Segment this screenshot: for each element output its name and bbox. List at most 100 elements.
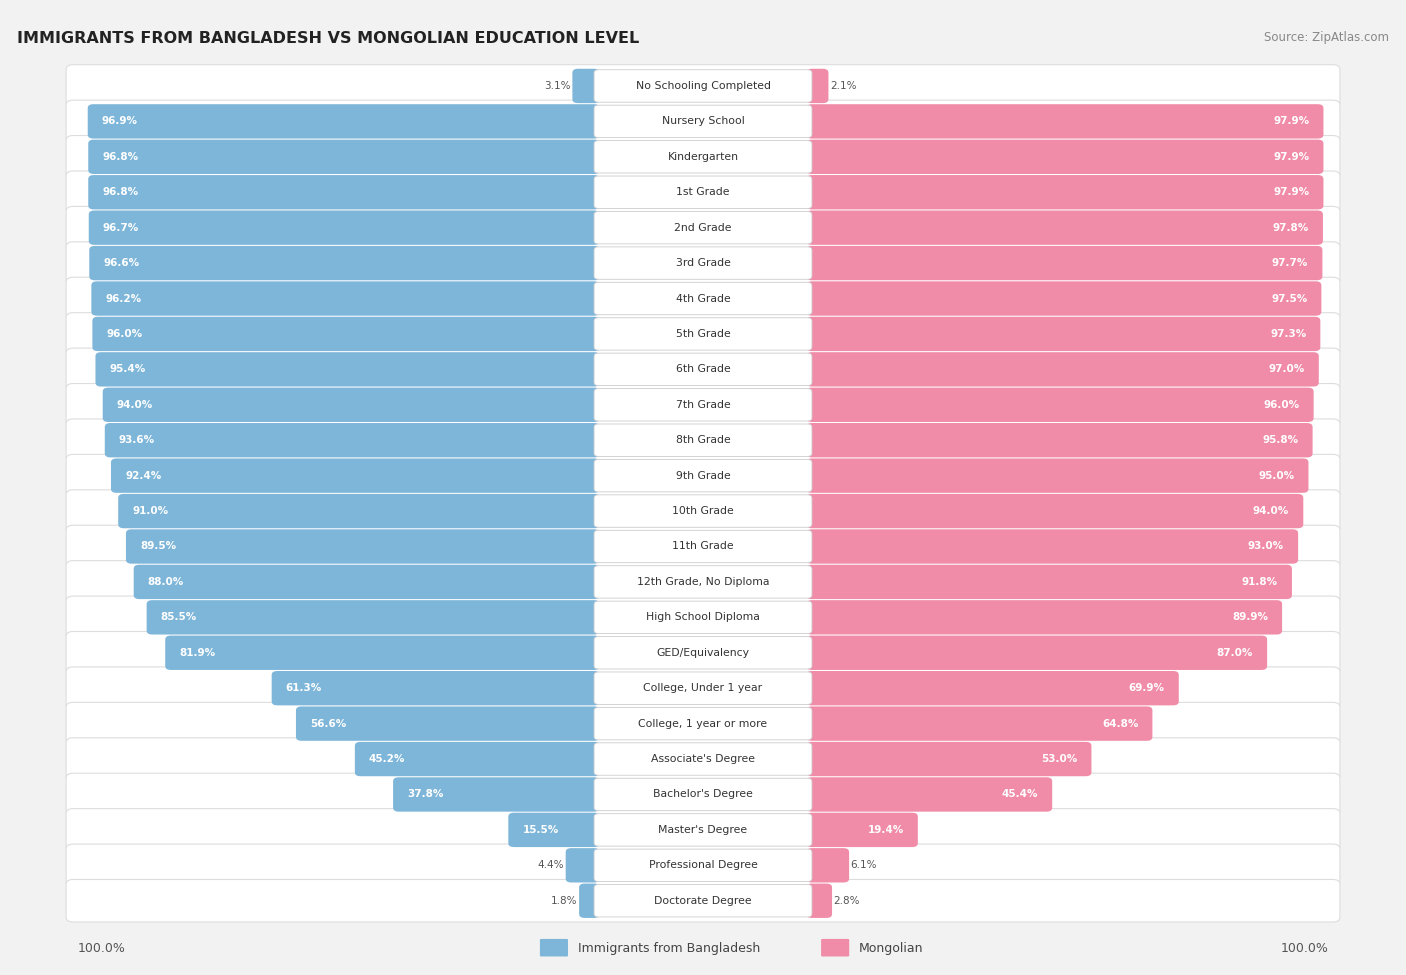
FancyBboxPatch shape [540, 939, 568, 956]
Text: 45.2%: 45.2% [368, 754, 405, 764]
FancyBboxPatch shape [91, 282, 599, 316]
Text: Mongolian: Mongolian [859, 942, 924, 956]
FancyBboxPatch shape [66, 808, 1340, 851]
FancyBboxPatch shape [593, 212, 813, 244]
FancyBboxPatch shape [87, 104, 599, 138]
FancyBboxPatch shape [807, 494, 1303, 528]
FancyBboxPatch shape [807, 211, 1323, 245]
FancyBboxPatch shape [89, 211, 599, 245]
FancyBboxPatch shape [821, 939, 849, 956]
Text: 91.8%: 91.8% [1241, 577, 1278, 587]
Text: 95.4%: 95.4% [110, 365, 146, 374]
FancyBboxPatch shape [807, 388, 1313, 422]
Text: 96.7%: 96.7% [103, 222, 139, 233]
Text: 9th Grade: 9th Grade [676, 471, 730, 481]
FancyBboxPatch shape [66, 561, 1340, 604]
FancyBboxPatch shape [593, 389, 813, 421]
FancyBboxPatch shape [66, 489, 1340, 532]
Text: High School Diploma: High School Diploma [647, 612, 759, 622]
Text: 37.8%: 37.8% [408, 790, 443, 799]
Text: 19.4%: 19.4% [868, 825, 904, 835]
Text: 10th Grade: 10th Grade [672, 506, 734, 516]
Text: Professional Degree: Professional Degree [648, 860, 758, 871]
Text: 81.9%: 81.9% [180, 647, 215, 658]
FancyBboxPatch shape [66, 207, 1340, 249]
FancyBboxPatch shape [807, 671, 1178, 705]
FancyBboxPatch shape [807, 104, 1323, 138]
Text: 100.0%: 100.0% [1281, 942, 1329, 956]
FancyBboxPatch shape [593, 176, 813, 209]
FancyBboxPatch shape [146, 601, 599, 635]
FancyBboxPatch shape [593, 743, 813, 775]
Text: 56.6%: 56.6% [309, 719, 346, 728]
Text: 8th Grade: 8th Grade [676, 435, 730, 446]
Text: 96.2%: 96.2% [105, 293, 142, 303]
FancyBboxPatch shape [66, 596, 1340, 639]
Text: 97.7%: 97.7% [1272, 258, 1309, 268]
Text: Kindergarten: Kindergarten [668, 152, 738, 162]
Text: 11th Grade: 11th Grade [672, 541, 734, 552]
Text: 97.9%: 97.9% [1274, 187, 1309, 197]
FancyBboxPatch shape [118, 494, 599, 528]
FancyBboxPatch shape [66, 348, 1340, 391]
FancyBboxPatch shape [89, 246, 599, 280]
FancyBboxPatch shape [807, 777, 1052, 811]
FancyBboxPatch shape [66, 738, 1340, 780]
Text: 95.8%: 95.8% [1263, 435, 1299, 446]
Text: Source: ZipAtlas.com: Source: ZipAtlas.com [1264, 31, 1389, 44]
FancyBboxPatch shape [593, 672, 813, 704]
Text: Master's Degree: Master's Degree [658, 825, 748, 835]
Text: 96.6%: 96.6% [103, 258, 139, 268]
FancyBboxPatch shape [593, 566, 813, 598]
Text: 3rd Grade: 3rd Grade [675, 258, 731, 268]
Text: 97.9%: 97.9% [1274, 116, 1309, 127]
FancyBboxPatch shape [66, 773, 1340, 816]
Text: 69.9%: 69.9% [1129, 683, 1164, 693]
FancyBboxPatch shape [807, 848, 849, 882]
Text: 12th Grade, No Diploma: 12th Grade, No Diploma [637, 577, 769, 587]
Text: 91.0%: 91.0% [132, 506, 169, 516]
Text: 4.4%: 4.4% [537, 860, 564, 871]
FancyBboxPatch shape [593, 637, 813, 669]
Text: 87.0%: 87.0% [1216, 647, 1253, 658]
FancyBboxPatch shape [593, 424, 813, 456]
FancyBboxPatch shape [66, 136, 1340, 178]
FancyBboxPatch shape [354, 742, 599, 776]
Text: 2nd Grade: 2nd Grade [675, 222, 731, 233]
Text: 1st Grade: 1st Grade [676, 187, 730, 197]
Text: 1.8%: 1.8% [551, 896, 578, 906]
Text: 96.9%: 96.9% [101, 116, 138, 127]
FancyBboxPatch shape [807, 529, 1298, 564]
Text: College, 1 year or more: College, 1 year or more [638, 719, 768, 728]
FancyBboxPatch shape [593, 247, 813, 279]
FancyBboxPatch shape [271, 671, 599, 705]
Text: 97.3%: 97.3% [1270, 329, 1306, 339]
FancyBboxPatch shape [807, 883, 832, 917]
FancyBboxPatch shape [593, 708, 813, 740]
FancyBboxPatch shape [66, 171, 1340, 214]
FancyBboxPatch shape [807, 69, 828, 103]
Text: 89.5%: 89.5% [141, 541, 176, 552]
Text: 61.3%: 61.3% [285, 683, 322, 693]
Text: 92.4%: 92.4% [125, 471, 162, 481]
FancyBboxPatch shape [593, 70, 813, 102]
Text: 94.0%: 94.0% [117, 400, 153, 410]
Text: 2.1%: 2.1% [830, 81, 856, 91]
FancyBboxPatch shape [509, 813, 599, 847]
FancyBboxPatch shape [66, 632, 1340, 674]
Text: Associate's Degree: Associate's Degree [651, 754, 755, 764]
FancyBboxPatch shape [807, 282, 1322, 316]
FancyBboxPatch shape [166, 636, 599, 670]
FancyBboxPatch shape [579, 883, 599, 917]
FancyBboxPatch shape [807, 458, 1309, 492]
Text: 96.8%: 96.8% [103, 187, 138, 197]
Text: 53.0%: 53.0% [1040, 754, 1077, 764]
FancyBboxPatch shape [96, 352, 599, 386]
Text: IMMIGRANTS FROM BANGLADESH VS MONGOLIAN EDUCATION LEVEL: IMMIGRANTS FROM BANGLADESH VS MONGOLIAN … [17, 31, 640, 46]
Text: 94.0%: 94.0% [1253, 506, 1289, 516]
FancyBboxPatch shape [807, 565, 1292, 599]
FancyBboxPatch shape [807, 317, 1320, 351]
Text: 6th Grade: 6th Grade [676, 365, 730, 374]
Text: 15.5%: 15.5% [523, 825, 558, 835]
FancyBboxPatch shape [593, 318, 813, 350]
